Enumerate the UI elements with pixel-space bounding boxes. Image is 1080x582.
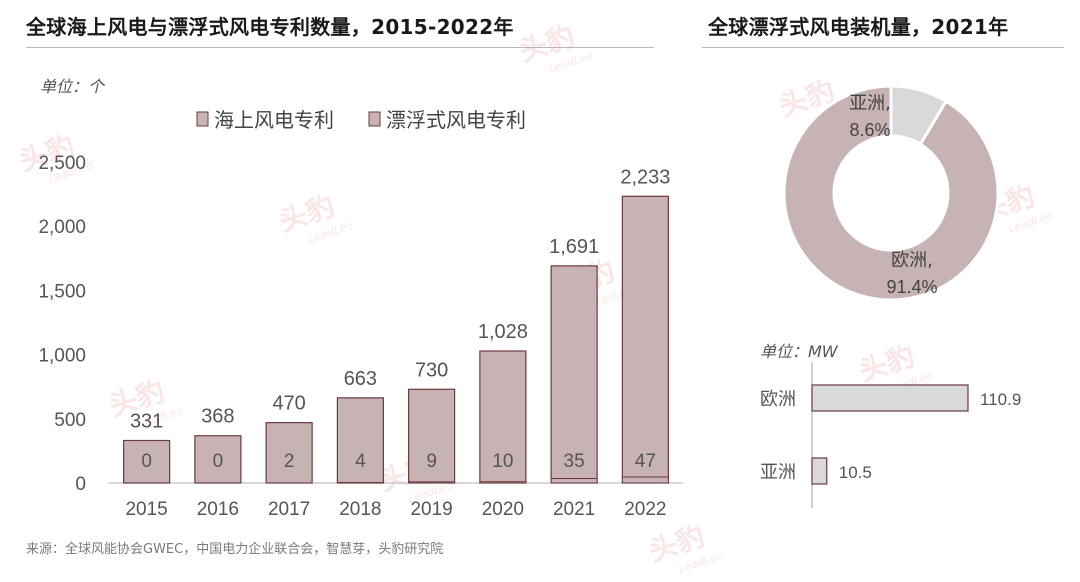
chart-canvas: 0 500 1,000 1,500 2,000 2,500 海上风电专利 漂浮式风电专利 331… [38,84,1021,520]
bar-floating-patent [336,481,384,484]
bar-value-label: 1,691 [549,236,599,258]
bar-offshore-patent [408,388,456,484]
bar-value-label: 730 [415,359,448,381]
right-title-rule [702,47,1064,48]
x-tick-label: 2015 [125,499,167,520]
donut-slice-europe [782,84,1000,302]
x-tick-label: 2018 [339,499,381,520]
bar-floating-patent [621,476,669,484]
y-tick-label: 500 [54,410,86,431]
hbar-category-label: 欧洲 [760,389,796,410]
bar-value-label: 2,233 [620,166,670,188]
bar-inner-label: 0 [213,451,224,472]
donut-label-asia-name: 亚洲, [849,93,891,114]
y-tick-label: 1,500 [38,281,86,302]
bar-inner-label: 0 [141,451,152,472]
y-tick-label: 2,500 [38,153,86,174]
bar-inner-label: 9 [426,451,437,472]
bar-offshore-patent [550,265,598,484]
bar-offshore-patent [123,439,171,484]
hbar-value-label: 110.9 [980,390,1021,409]
hbar-europe [811,384,969,412]
donut-slice-asia [889,84,949,147]
x-tick-label: 2017 [268,499,310,520]
y-tick-label: 1,000 [38,346,86,367]
donut-label-europe-name: 欧洲, [891,250,933,271]
x-tick-label: 2020 [482,499,524,520]
hbar-category-label: 亚洲 [760,462,796,483]
bar-offshore-patent [479,350,527,484]
source-note: 来源：全球风能协会GWEC，中国电力企业联合会，智慧芽，头豹研究院 [26,542,444,557]
bar-offshore-patent [265,422,313,484]
bar-value-label: 368 [201,406,234,428]
x-tick-label: 2021 [553,499,595,520]
bar-inner-label: 35 [564,451,585,472]
hbar-asia [811,457,828,485]
legend-swatch [196,111,209,127]
bar-floating-patent [408,481,456,484]
legend-label: 漂浮式风电专利 [386,108,526,132]
x-tick-label: 2019 [410,499,452,520]
right-unit-label: 单位：MW [760,342,838,361]
bar-inner-label: 2 [284,451,295,472]
x-tick-label: 2016 [197,499,239,520]
bar-floating-patent [479,481,527,484]
bar-floating-patent [550,478,598,484]
bar-value-label: 470 [272,393,305,415]
right-chart-title: 全球漂浮式风电装机量，2021年 [708,15,1009,39]
bar-inner-label: 47 [635,451,656,472]
donut-label-asia-value: 8.6% [849,120,890,140]
legend-label: 海上风电专利 [214,108,334,132]
x-tick-label: 2022 [624,499,666,520]
left-chart-title: 全球海上风电与漂浮式风电专利数量，2015-2022年 [26,15,514,39]
hbar-value-label: 10.5 [839,463,872,482]
bar-inner-label: 10 [492,451,513,472]
bar-inner-label: 4 [355,451,366,472]
bar-value-label: 1,028 [478,321,528,343]
left-unit-label: 单位：个 [40,77,105,96]
bar-value-label: 331 [130,410,163,432]
legend-swatch [368,111,381,127]
y-tick-label: 0 [75,474,86,495]
bar-offshore-patent [194,435,242,484]
y-tick-label: 2,000 [38,217,86,238]
donut-label-europe-value: 91.4% [886,277,937,297]
bar-offshore-patent [336,397,384,484]
bar-value-label: 663 [344,368,377,390]
left-title-rule [26,47,654,48]
bar-offshore-patent [621,195,669,484]
